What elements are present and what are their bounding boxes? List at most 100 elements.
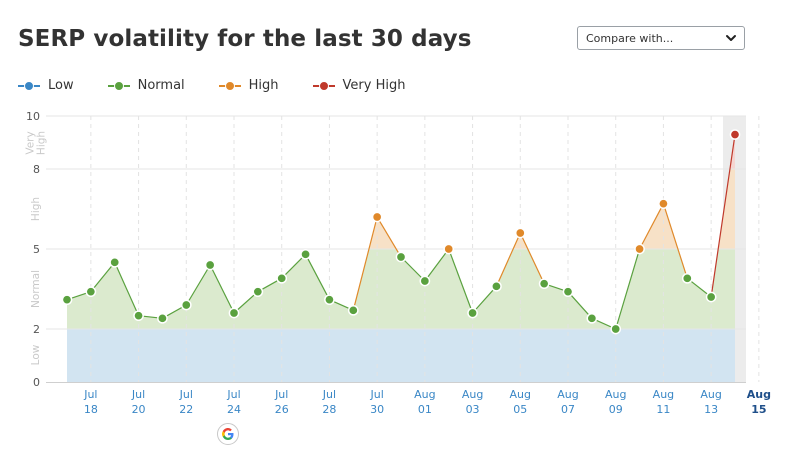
band-label-normal: Normal [30,270,42,308]
legend-label-normal: Normal [137,78,185,93]
x-tick-month: Jul [179,388,193,401]
compare-dropdown-label: Compare with... [586,32,674,45]
legend-swatch-high [218,80,241,92]
y-tick-label: 5 [33,243,40,256]
x-tick-day: 09 [609,403,623,416]
page-title: SERP volatility for the last 30 days [18,26,472,52]
data-point [610,323,622,335]
y-tick-label: 2 [33,323,40,336]
series-line-segment [495,232,521,287]
data-point [157,312,168,324]
google-update-badge[interactable] [217,423,239,445]
chevron-down-icon [726,35,736,41]
x-tick-day: 26 [275,403,289,416]
legend-item-high[interactable]: High [218,78,279,93]
x-tick-day: 13 [704,403,718,416]
data-point [300,248,311,260]
data-point [538,278,550,290]
x-tick-day: 03 [466,403,480,416]
series-line-segment [472,285,497,314]
legend-label-low: Low [48,78,74,93]
data-point [681,272,693,284]
x-tick-day: 24 [227,403,241,416]
data-point [133,310,144,322]
x-tick-day: 07 [561,403,575,416]
x-tick-month: Jul [83,388,97,401]
y-tick-label: 0 [33,376,40,389]
x-tick-day: 15 [751,403,766,416]
x-tick-month: Aug [414,388,435,401]
x-tick-month: Aug [747,388,771,401]
x-tick-month: Aug [700,388,721,401]
x-tick-month: Aug [510,388,531,401]
legend-item-normal[interactable]: Normal [107,78,185,93]
area-band-high [368,169,735,249]
band-label-text: Very [25,131,37,154]
x-tick-day: 22 [179,403,193,416]
google-icon [222,428,234,440]
series-line-segment [710,134,736,298]
series-line-segment [352,216,378,311]
data-point [204,259,216,271]
chart-legend: Low Normal High Very High [18,78,439,93]
x-tick-day: 20 [132,403,146,416]
series-line-segment [424,248,450,282]
series-line-segment [114,262,140,316]
data-point [562,286,574,298]
x-tick-day: 01 [418,403,432,416]
data-point [491,280,502,292]
y-tick-label: 8 [33,163,40,176]
x-tick-month: Jul [131,388,145,401]
x-tick-month: Aug [653,388,674,401]
compare-dropdown[interactable]: Compare with... [577,26,745,50]
band-label-text: High [30,197,42,221]
data-point [347,304,359,316]
data-point [371,211,383,223]
data-point [705,291,717,303]
x-tick-day: 28 [322,403,336,416]
x-tick-month: Aug [557,388,578,401]
series-line-segment [639,203,664,250]
data-point [324,294,335,306]
x-tick-month: Jul [226,388,240,401]
legend-swatch-very-high [312,80,335,92]
x-tick-month: Aug [605,388,626,401]
data-point [228,307,240,319]
band-label-very-high: Very High [25,131,48,155]
series-line-segment [185,264,211,306]
data-point [109,256,121,268]
legend-label-very-high: Very High [342,78,406,93]
data-point [467,307,478,319]
x-tick-month: Aug [462,388,483,401]
y-tick-label: 10 [26,110,40,123]
data-point [276,272,288,284]
x-tick-day: 30 [370,403,384,416]
series-line-segment [209,264,235,314]
series-line-segment [305,254,330,300]
x-tick-day: 05 [513,403,527,416]
x-tick-day: 18 [84,403,98,416]
band-label-low: Low [30,344,42,365]
legend-item-low[interactable]: Low [18,78,74,93]
data-point [443,243,455,255]
data-point [180,299,192,311]
data-point [419,275,431,287]
band-label-text: Low [30,344,42,365]
series-line-segment [519,232,545,284]
series-line-segment [376,216,402,258]
legend-item-very-high[interactable]: Very High [312,78,406,93]
band-label-high: High [30,197,42,221]
series-line-segment [662,203,688,279]
data-point [634,243,645,255]
band-label-text: High [36,131,48,155]
series-line-segment [90,261,116,293]
data-point [252,286,264,298]
data-point [85,286,97,298]
series-line-segment [448,248,474,314]
x-tick-month: Jul [370,388,384,401]
series-line-segment [400,256,426,282]
x-tick-month: Jul [274,388,288,401]
legend-label-high: High [248,78,279,93]
data-point [61,294,73,306]
